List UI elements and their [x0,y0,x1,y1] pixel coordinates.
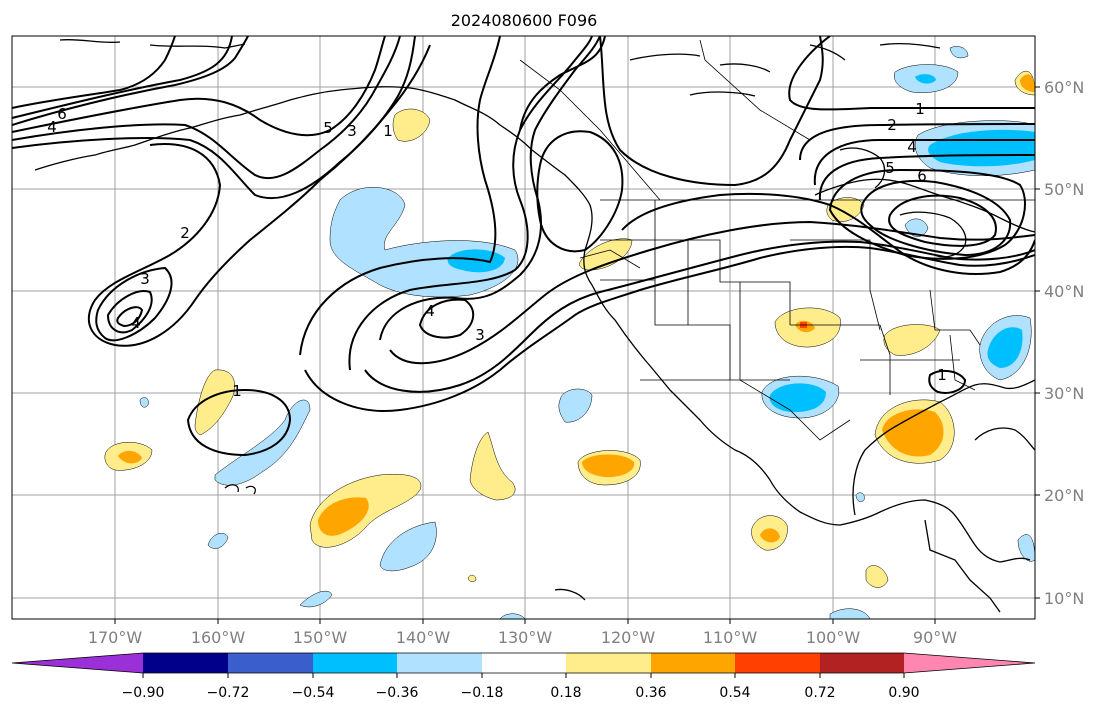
colorbar-segment [820,653,904,673]
colorbar-tick-label: 0.18 [550,685,581,701]
map-title: 2024080600 F096 [451,11,598,30]
negative-anomaly-medium [447,74,1035,413]
positive-anomaly-orange [118,74,1035,543]
contour-label: 6 [917,167,927,185]
lon-tick-label: 110°W [703,628,758,647]
lat-tick-label: 30°N [1044,384,1084,403]
contour-label: 3 [347,122,357,140]
colorbar-tick-label: −0.36 [376,685,419,701]
colorbar-tick-label: 0.72 [804,685,835,701]
contour-label: 4 [47,118,57,136]
colorbar-segment [566,653,651,673]
contour-label: 4 [907,138,917,156]
colorbar-tick-label: 0.54 [719,685,750,701]
contour-label: 1 [915,100,925,118]
colorbar-tick-label: −0.72 [207,685,250,701]
colorbar-segment [228,653,313,673]
colorbar-segment [143,653,228,673]
contour-label: 3 [475,326,485,344]
colorbar-tick-label: 0.36 [635,685,666,701]
contour-label: 6 [57,105,67,123]
contour-label: 1 [232,382,242,400]
lon-tick-label: 130°W [498,628,553,647]
colorbar: −0.90 −0.72 −0.54 −0.36 −0.18 0.18 0.36 … [11,652,1036,701]
contour-label: 2 [887,116,897,134]
colorbar-tick-label: −0.18 [461,685,504,701]
map-background [12,36,1035,619]
lat-tick-label: 10°N [1044,589,1084,608]
lon-tick-label: 160°W [191,628,246,647]
contour-label: 4 [131,314,141,332]
lat-tick-label: 60°N [1044,78,1084,97]
colorbar-tick-label: −0.54 [292,685,335,701]
lon-tick-label: 140°W [396,628,451,647]
contour-lines [12,36,1035,457]
contour-label: 1 [383,122,393,140]
contour-label: 1 [937,366,947,384]
colorbar-segment [313,653,397,673]
lon-tick-label: 150°W [293,628,348,647]
contour-label: 4 [425,302,435,320]
axis-ticks [114,86,1040,624]
latitude-labels: 60°N 50°N 40°N 30°N 20°N 10°N [1044,78,1084,608]
lon-tick-label: 100°W [806,628,861,647]
map-frame [11,35,1036,620]
lat-tick-label: 20°N [1044,486,1084,505]
colorbar-segment [651,653,735,673]
colorbar-max-extension [904,653,1035,673]
contour-label: 5 [323,119,333,137]
contour-label: 3 [140,270,150,288]
longitude-labels: 170°W 160°W 150°W 140°W 130°W 120°W 110°… [88,628,957,647]
colorbar-tick-label: −0.90 [122,685,165,701]
contour-label-group: 6 4 5 3 1 2 3 4 4 3 1 1 2 4 5 6 1 [47,100,947,400]
lon-tick-label: 90°W [913,628,957,647]
colorbar-tick-label: 0.90 [888,685,919,701]
state-borders [519,39,1035,441]
lon-tick-label: 120°W [601,628,656,647]
colorbar-segment [397,653,482,673]
colorbar-segment [735,653,820,673]
contour-label: 2 [180,224,190,242]
colorbar-min-extension [12,653,143,673]
lat-tick-label: 50°N [1044,180,1084,199]
lon-tick-label: 170°W [88,628,143,647]
contour-label: 5 [885,159,895,177]
colorbar-segment [482,653,566,673]
lat-tick-label: 40°N [1044,282,1084,301]
